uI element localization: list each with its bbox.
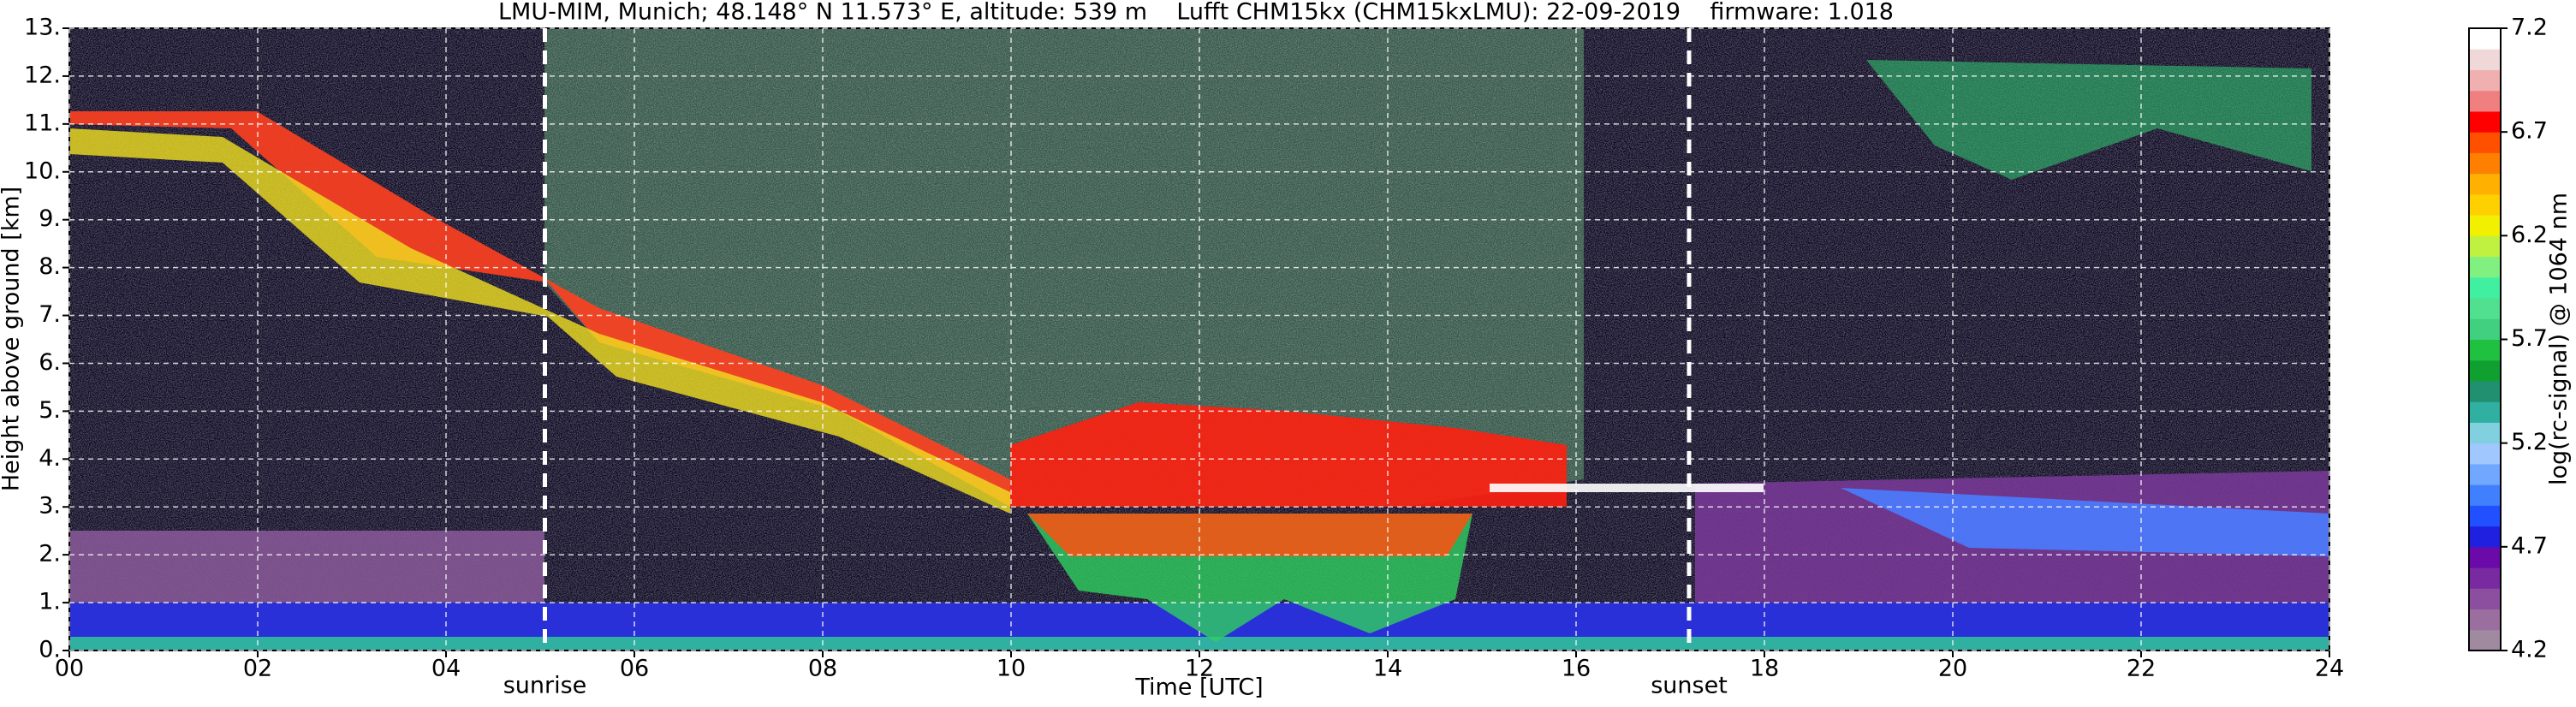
colorbar-segment [2469, 69, 2501, 92]
y-axis-label: Height above ground [km] [0, 187, 25, 491]
colorbar-segment [2469, 380, 2501, 402]
y-tick-label: 1. [39, 589, 61, 615]
annotation-label: sunset [1651, 673, 1728, 699]
colorbar-segment [2469, 132, 2501, 153]
y-tick-label: 10. [24, 157, 61, 184]
colorbar-segment [2469, 152, 2501, 175]
x-tick-label: 24 [2315, 656, 2344, 682]
colorbar-segment [2469, 484, 2501, 506]
colorbar-tick-label: 6.7 [2511, 118, 2548, 145]
colorbar-segment [2469, 588, 2501, 610]
colorbar-segment [2469, 609, 2501, 631]
colorbar-tick-label: 6.2 [2511, 222, 2548, 248]
colorbar-segment [2469, 215, 2501, 236]
colorbar-segment [2469, 256, 2501, 278]
colorbar-segment [2469, 401, 2501, 423]
y-tick-label: 0. [39, 637, 61, 663]
colorbar-segment [2469, 28, 2501, 50]
colorbar-segment [2469, 546, 2501, 568]
colorbar-segment [2469, 339, 2501, 361]
colorbar-segment [2469, 90, 2501, 112]
colorbar-tick-label: 4.7 [2511, 532, 2548, 559]
x-tick-label: 18 [1750, 656, 1779, 682]
y-tick-label: 5. [39, 397, 61, 424]
colorbar-segment [2469, 422, 2501, 444]
y-tick-label: 12. [24, 62, 61, 88]
x-axis-label: Time [UTC] [1134, 674, 1263, 701]
colorbar-tick-label: 7.2 [2511, 15, 2548, 41]
colorbar-tick-label: 5.7 [2511, 325, 2548, 352]
x-tick-label: 02 [243, 656, 272, 682]
colorbar-tick-label: 4.2 [2511, 637, 2548, 663]
x-tick-label: 16 [1562, 656, 1591, 682]
y-tick-label: 8. [39, 253, 61, 280]
y-tick-label: 6. [39, 349, 61, 376]
annotation-label: sunrise [503, 673, 587, 699]
x-tick-label: 10 [996, 656, 1026, 682]
colorbar-segment [2469, 443, 2501, 465]
colorbar-segment [2469, 463, 2501, 485]
x-tick-label: 22 [2127, 656, 2156, 682]
x-tick-label: 00 [55, 656, 84, 682]
colorbar-segment [2469, 505, 2501, 527]
colorbar-label: log(rc-signal) @ 1064 nm [2546, 193, 2573, 485]
colorbar-segment [2469, 110, 2501, 133]
colorbar-segment [2469, 49, 2501, 70]
colorbar-segment [2469, 629, 2501, 651]
x-tick-label: 14 [1373, 656, 1402, 682]
x-tick-label: 12 [1185, 656, 1214, 682]
chart-title: LMU-MIM, Munich; 48.148° N 11.573° E, al… [498, 0, 1894, 26]
colorbar-segment [2469, 193, 2501, 216]
colorbar-segment [2469, 173, 2501, 195]
y-tick-label: 7. [39, 301, 61, 328]
x-tick-label: 08 [808, 656, 837, 682]
colorbar-segment [2469, 526, 2501, 548]
y-tick-label: 11. [24, 110, 61, 136]
colorbar-segment [2469, 235, 2501, 258]
x-tick-label: 20 [1938, 656, 1967, 682]
y-tick-label: 13. [24, 15, 61, 41]
y-tick-label: 3. [39, 493, 61, 520]
x-tick-label: 06 [620, 656, 649, 682]
y-tick-label: 2. [39, 541, 61, 567]
y-tick-label: 4. [39, 445, 61, 472]
colorbar-segment [2469, 359, 2501, 382]
y-tick-label: 9. [39, 205, 61, 232]
colorbar-segment [2469, 567, 2501, 589]
colorbar-segment [2469, 276, 2501, 299]
colorbar-segment [2469, 298, 2501, 319]
colorbar-segment [2469, 318, 2501, 340]
x-tick-label: 04 [431, 656, 461, 682]
colorbar-tick-label: 5.2 [2511, 429, 2548, 455]
